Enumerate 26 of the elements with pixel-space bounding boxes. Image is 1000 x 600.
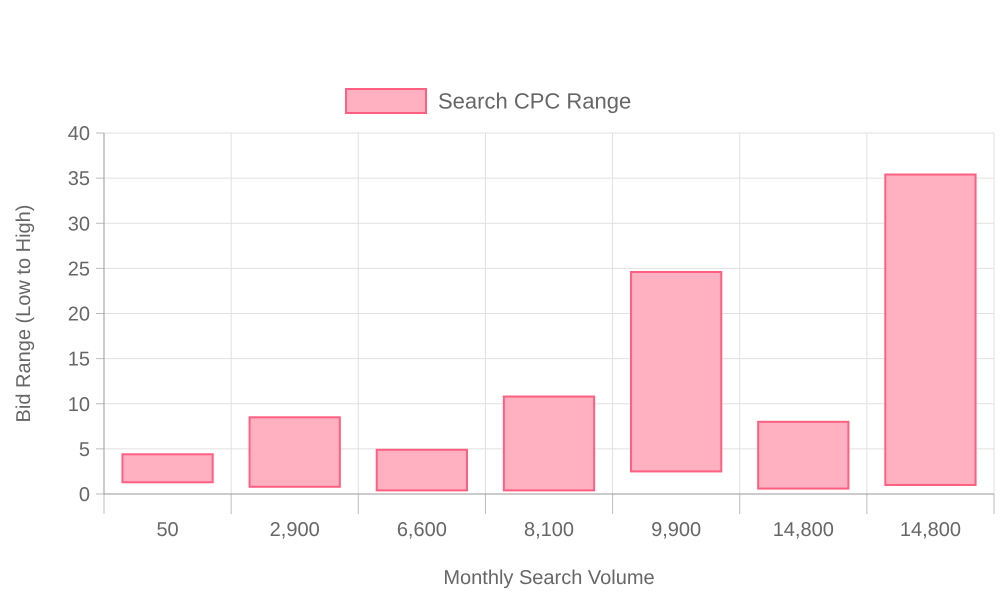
x-tick-label: 2,900 bbox=[270, 519, 320, 541]
y-axis-title: Bid Range (Low to High) bbox=[13, 204, 35, 422]
x-axis-title: Monthly Search Volume bbox=[443, 567, 655, 589]
x-tick-label: 50 bbox=[156, 519, 179, 541]
bar bbox=[248, 416, 341, 488]
y-tick-label: 15 bbox=[68, 348, 90, 371]
x-tick-label: 14,800 bbox=[772, 519, 834, 541]
bar bbox=[630, 270, 722, 472]
y-tick-label: 0 bbox=[78, 484, 90, 506]
bar bbox=[121, 453, 214, 484]
y-tick-label: 40 bbox=[68, 123, 90, 145]
x-tick-label: 6,600 bbox=[396, 519, 447, 541]
y-tick-label: 30 bbox=[68, 213, 90, 236]
y-tick-label: 25 bbox=[68, 258, 90, 280]
y-tick-label: 5 bbox=[78, 438, 90, 461]
y-tick-label: 20 bbox=[68, 304, 90, 326]
x-tick-label: 14,800 bbox=[900, 519, 962, 541]
legend-label: Search CPC Range bbox=[438, 88, 632, 114]
y-tick-label: 35 bbox=[68, 168, 90, 190]
bar bbox=[757, 420, 850, 490]
y-tick-label: 10 bbox=[68, 394, 90, 416]
x-tick-label: 8,100 bbox=[524, 519, 574, 541]
x-tick-label: 9,900 bbox=[651, 519, 702, 541]
bar bbox=[502, 396, 596, 492]
bar bbox=[884, 174, 977, 486]
bar bbox=[376, 448, 468, 492]
